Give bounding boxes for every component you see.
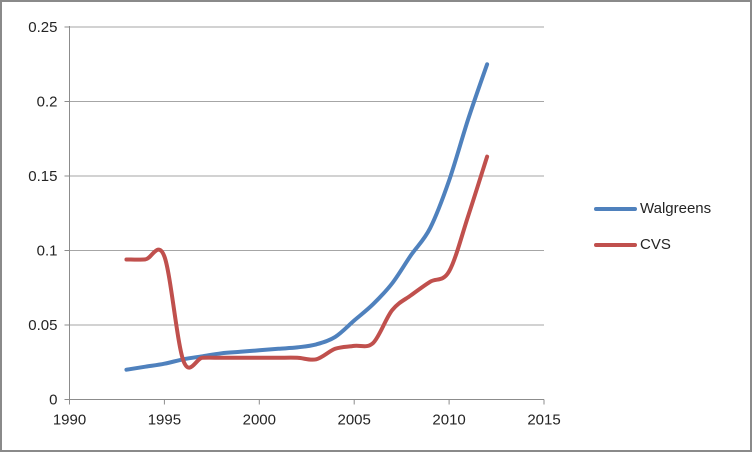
legend-item-walgreens: Walgreens (594, 199, 711, 219)
x-axis-label: 1995 (148, 412, 181, 429)
legend-label-walgreens: Walgreens (640, 200, 712, 217)
x-axis-label: 2015 (527, 412, 560, 429)
y-axis-label: 0 (49, 392, 57, 409)
x-axis-label: 2005 (338, 412, 371, 429)
cvs-line (124, 154, 490, 370)
y-axis-label: 0.05 (28, 317, 57, 334)
y-axis-label: 0.15 (28, 168, 57, 185)
y-axis-label: 0.25 (28, 19, 57, 36)
x-axis-label: 2000 (243, 412, 276, 429)
legend-item-cvs: CVS (594, 235, 711, 255)
walgreens-line-swatch-icon (594, 207, 637, 211)
y-axis-label: 0.2 (37, 94, 58, 111)
y-axis-label: 0.1 (37, 243, 58, 260)
x-axis-label: 2010 (432, 412, 465, 429)
x-axis-label: 1990 (53, 412, 86, 429)
cvs-line-swatch-icon (594, 243, 637, 247)
walgreens-line (124, 62, 490, 372)
legend: Walgreens CVS (594, 199, 711, 255)
legend-label-cvs: CVS (640, 236, 671, 253)
